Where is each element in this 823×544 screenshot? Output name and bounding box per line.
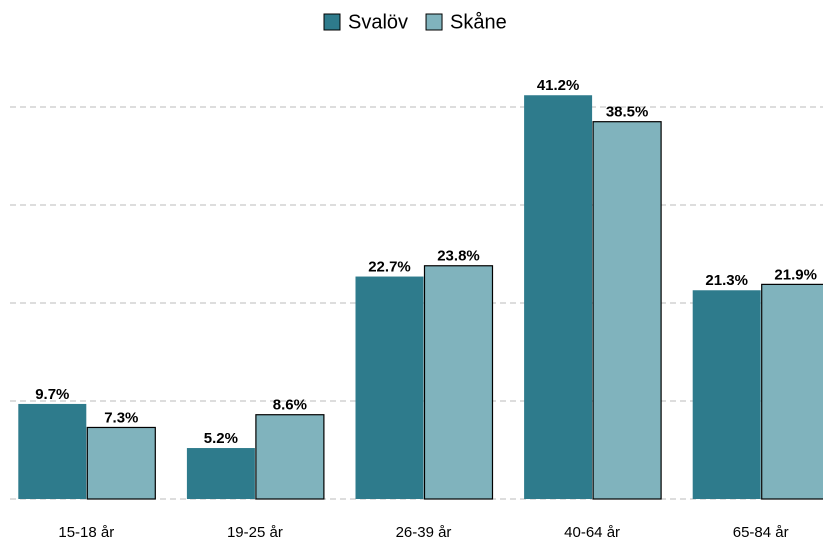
bar [355, 276, 424, 499]
legend-label: Skåne [450, 11, 507, 33]
bar [592, 121, 662, 500]
value-label: 21.9% [774, 266, 817, 283]
legend-label: Svalöv [348, 11, 408, 33]
bar [524, 95, 593, 500]
x-tick-label: 19-25 år [227, 524, 283, 541]
value-label: 7.3% [104, 409, 138, 426]
bar [18, 403, 87, 499]
x-tick-label: 65-84 år [733, 524, 789, 541]
bar [186, 448, 255, 499]
bar [423, 265, 494, 500]
x-tick-label: 15-18 år [58, 524, 114, 541]
value-label: 9.7% [35, 386, 69, 403]
bar [86, 426, 156, 500]
legend-swatch [323, 13, 341, 31]
bar [761, 283, 823, 500]
bar [255, 414, 325, 500]
value-label: 21.3% [705, 272, 748, 289]
x-tick-label: 26-39 år [396, 524, 452, 541]
value-label: 5.2% [204, 430, 238, 447]
value-label: 22.7% [368, 259, 411, 276]
bar [692, 290, 761, 499]
legend-swatch [425, 13, 443, 31]
x-tick-label: 40-64 år [564, 524, 620, 541]
value-label: 38.5% [606, 104, 649, 121]
value-label: 23.8% [437, 248, 480, 265]
value-label: 8.6% [273, 397, 307, 414]
value-label: 41.2% [537, 77, 580, 94]
